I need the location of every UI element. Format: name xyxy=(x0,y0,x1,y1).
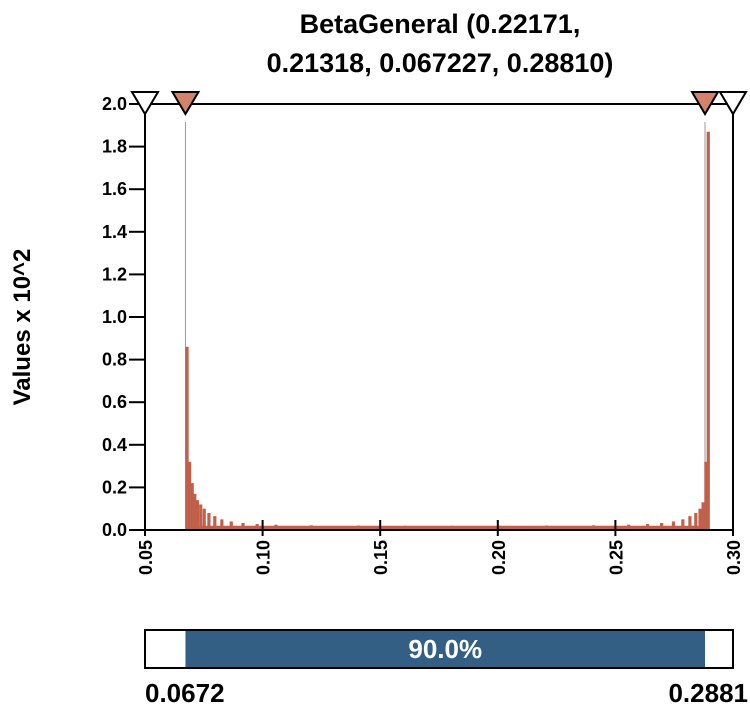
y-tick-label: 0.2 xyxy=(102,477,127,497)
y-axis-title: Values x 10^2 xyxy=(9,249,36,406)
y-tick-label: 1.4 xyxy=(102,222,127,242)
y-tick-label: 1.2 xyxy=(102,264,127,284)
y-tick-label: 0.0 xyxy=(102,520,127,540)
right-outer-marker-handle[interactable] xyxy=(718,91,748,116)
x-tick-label: 0.30 xyxy=(724,540,744,575)
chart-title-line-2: 0.21318, 0.067227, 0.28810) xyxy=(267,48,614,78)
range-low-label: 0.0672 xyxy=(145,678,225,708)
y-tick-label: 0.6 xyxy=(102,392,127,412)
y-tick-label: 2.0 xyxy=(102,94,127,114)
plot-frame xyxy=(144,103,734,531)
y-axis: 0.0 0.2 0.4 0.6 0.8 1.0 1.2 1.4 1.6 1.8 2.0 xyxy=(102,94,145,540)
histogram-bar xyxy=(207,512,211,530)
x-tick-label: 0.05 xyxy=(136,540,156,575)
left-inner-marker-handle[interactable] xyxy=(170,91,201,116)
histogram-bar xyxy=(698,508,702,530)
x-axis: 0.05 0.10 0.15 0.20 0.25 0.30 xyxy=(136,520,744,575)
probability-band: 90.0% xyxy=(144,629,734,669)
histogram-bar xyxy=(202,508,206,530)
y-tick-label: 1.0 xyxy=(102,307,127,327)
y-tick-label: 0.4 xyxy=(102,435,127,455)
right-inner-marker-handle[interactable] xyxy=(690,91,720,116)
chart-title-line-1: BetaGeneral (0.22171, xyxy=(300,9,581,39)
histogram-bar xyxy=(193,493,197,530)
y-tick-label: 0.8 xyxy=(102,350,127,370)
histogram-bar xyxy=(688,516,692,530)
histogram-bar xyxy=(190,483,194,530)
range-high-label: 0.2881 xyxy=(668,678,748,708)
histogram-bar xyxy=(213,516,217,530)
x-tick-label: 0.20 xyxy=(489,540,509,575)
histogram-bar xyxy=(701,502,705,530)
histogram-bar xyxy=(704,461,708,530)
histogram-bar xyxy=(185,346,189,530)
left-outer-marker-handle[interactable] xyxy=(130,91,160,116)
range-markers[interactable] xyxy=(130,91,748,116)
histogram-bars xyxy=(184,122,710,530)
x-tick-label: 0.15 xyxy=(371,540,391,575)
histogram-bar xyxy=(681,519,685,530)
y-tick-label: 1.8 xyxy=(102,137,127,157)
band-fill xyxy=(185,631,706,667)
y-tick-label: 1.6 xyxy=(102,179,127,199)
histogram-floor xyxy=(199,525,699,530)
histogram-bar xyxy=(195,500,199,530)
histogram-bar xyxy=(188,461,192,530)
x-tick-label: 0.10 xyxy=(254,540,274,575)
histogram-bar xyxy=(706,131,710,530)
x-tick-label: 0.25 xyxy=(606,540,626,575)
histogram-bar xyxy=(694,512,698,530)
band-percentage-label: 90.0% xyxy=(408,634,482,664)
histogram-bar xyxy=(220,519,224,530)
histogram-bar xyxy=(199,504,203,530)
